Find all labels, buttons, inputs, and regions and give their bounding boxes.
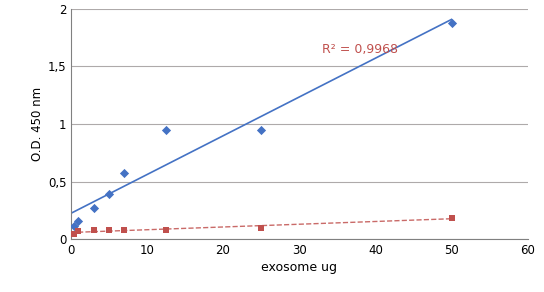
Point bbox=[120, 228, 128, 232]
X-axis label: exosome ug: exosome ug bbox=[261, 261, 337, 274]
Point bbox=[74, 229, 83, 234]
Point bbox=[104, 228, 113, 232]
Point bbox=[70, 223, 78, 228]
Point bbox=[70, 231, 78, 236]
Point bbox=[257, 226, 265, 230]
Point bbox=[89, 228, 98, 232]
Point bbox=[447, 20, 456, 25]
Point bbox=[120, 170, 128, 175]
Point bbox=[257, 128, 265, 132]
Point bbox=[162, 128, 170, 132]
Text: R² = 0,9968: R² = 0,9968 bbox=[322, 43, 398, 55]
Point bbox=[89, 206, 98, 211]
Point bbox=[74, 219, 83, 223]
Y-axis label: O.D. 450 nm: O.D. 450 nm bbox=[31, 87, 44, 161]
Point bbox=[447, 215, 456, 220]
Point bbox=[104, 192, 113, 197]
Point bbox=[162, 228, 170, 232]
